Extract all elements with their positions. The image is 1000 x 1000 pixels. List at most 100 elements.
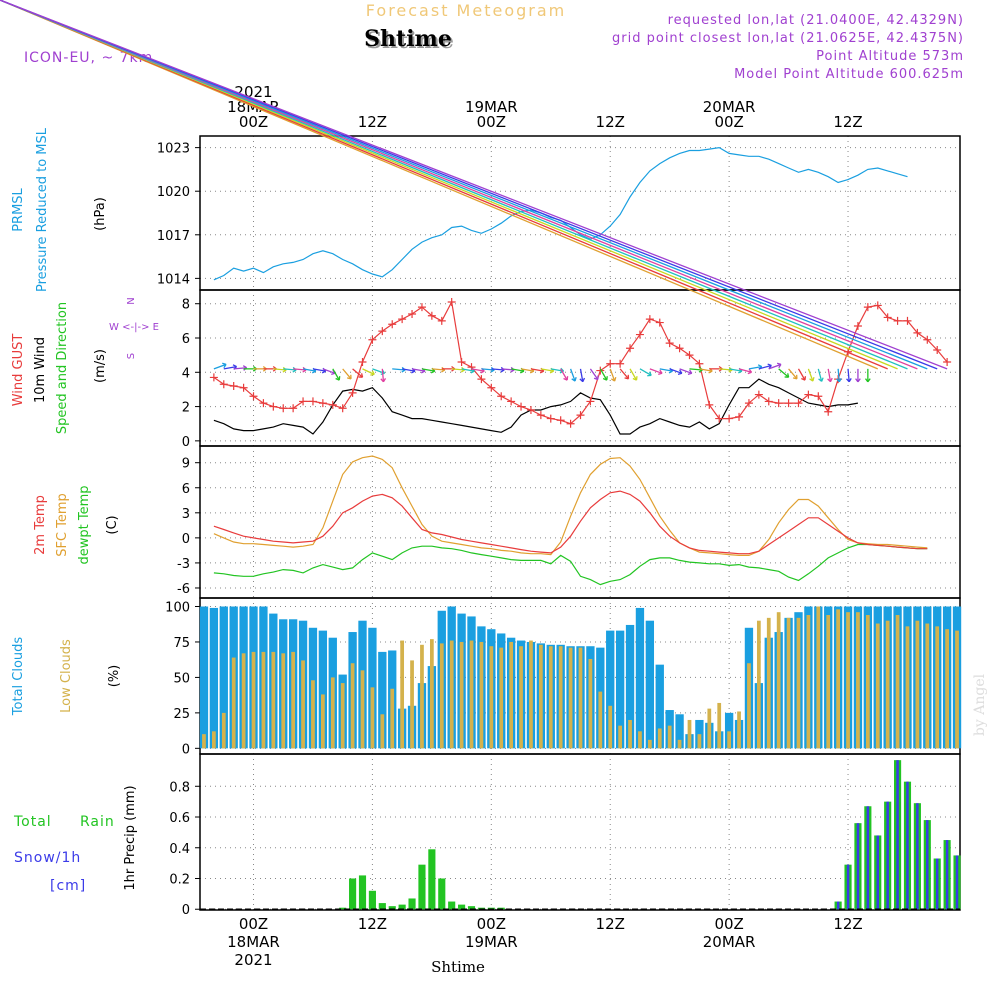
low-cloud-bar xyxy=(390,688,395,749)
precip-unit: 1hr Precip (mm) xyxy=(123,785,138,890)
wind-arrow xyxy=(729,368,743,372)
temp-label-dewpt: dewpt Temp xyxy=(77,485,92,564)
low-cloud-bar xyxy=(548,646,553,749)
low-cloud-bar xyxy=(667,725,672,749)
y-tick-label: 3 xyxy=(182,507,190,522)
total-cloud-bar xyxy=(675,714,684,749)
pressure-panel: 1014 1017 1020 1023 xyxy=(157,135,961,291)
gust-marker xyxy=(378,327,387,336)
bottom-time-label: 2021 xyxy=(234,951,272,969)
model-altitude: Model Point Altitude 600.625m xyxy=(734,67,964,82)
bottom-time-label: 12Z xyxy=(596,915,625,933)
wind-arrow xyxy=(491,368,505,371)
wind-arrow-head xyxy=(624,374,630,380)
cloud-unit: (%) xyxy=(107,665,122,688)
wind-arrow-head xyxy=(747,368,753,375)
gust-marker xyxy=(933,346,942,354)
total-cloud-bar xyxy=(645,620,655,749)
y-tick-label: 0 xyxy=(182,742,190,757)
gust-marker xyxy=(219,380,228,389)
low-cloud-bar xyxy=(618,725,623,749)
gust-marker xyxy=(616,359,625,368)
precip-labels: Total Rain Snow/1h [cm] 1hr Precip (mm) xyxy=(13,785,138,894)
gust-marker xyxy=(229,382,238,390)
low-cloud-bar xyxy=(747,663,751,749)
gust-marker xyxy=(477,375,486,384)
wind-arrow-head xyxy=(347,374,352,380)
gust-marker xyxy=(467,363,476,372)
gust-marker xyxy=(725,414,734,423)
low-cloud-bar xyxy=(756,620,761,749)
gust-marker xyxy=(804,390,813,399)
low-cloud-bar xyxy=(578,647,583,749)
gust-marker xyxy=(487,383,496,392)
total-cloud-bar xyxy=(615,630,625,749)
low-cloud-bar xyxy=(340,683,345,749)
rain-bar xyxy=(408,898,416,910)
wind-arrow xyxy=(481,368,495,371)
low-cloud-bar xyxy=(786,617,791,749)
gust-marker xyxy=(388,320,397,329)
gust-marker xyxy=(408,310,417,318)
low-cloud-bar xyxy=(538,644,543,749)
gust-marker xyxy=(358,358,367,366)
wind-speed-line xyxy=(213,378,859,435)
pressure-label-2: Pressure Reduced to MSL xyxy=(35,127,50,292)
panel-frame xyxy=(199,135,961,291)
low-cloud-bar xyxy=(261,651,266,749)
gust-marker xyxy=(417,303,426,312)
wind-arrow xyxy=(689,368,703,371)
low-cloud-bar xyxy=(509,641,514,749)
precip-label-rain: Rain xyxy=(80,814,115,830)
wind-arrow xyxy=(402,368,416,372)
gust-marker xyxy=(705,400,714,409)
y-tick-label: 0 xyxy=(182,903,190,918)
y-tick-label: 75 xyxy=(173,636,190,651)
gust-marker xyxy=(853,322,862,330)
low-cloud-bar xyxy=(955,630,959,749)
low-cloud-bar xyxy=(836,609,840,749)
point-altitude: Point Altitude 573m xyxy=(816,49,964,64)
low-cloud-bar xyxy=(628,719,632,749)
wind-arrow xyxy=(411,368,425,372)
snow-bar xyxy=(886,801,889,910)
low-cloud-bar xyxy=(459,641,464,749)
bottom-time-label: 18MAR xyxy=(227,933,280,951)
total-cloud-bar xyxy=(199,606,209,749)
gust-marker xyxy=(794,399,803,408)
rain-bar xyxy=(358,875,367,910)
wind-labels: Wind GUST 10m Wind Speed and Direction (… xyxy=(11,297,159,434)
top-time-label: 00Z xyxy=(477,113,506,131)
y-tick-label: 1014 xyxy=(157,272,190,287)
wind-arrow xyxy=(312,368,326,372)
gust-marker xyxy=(249,392,258,401)
y-tick-label: 50 xyxy=(173,671,190,686)
location-name-shadow: Shtime xyxy=(366,28,454,54)
snow-bar xyxy=(945,840,949,910)
snow-bar xyxy=(846,864,850,910)
total-cloud-bar xyxy=(318,630,328,749)
wind-arrow-head xyxy=(658,369,663,376)
precip-label-cm: [cm] xyxy=(50,878,86,894)
top-time-axis: 202118MAR00Z12Z19MAR00Z12Z20MAR00Z12Z xyxy=(227,83,863,131)
low-cloud-bar xyxy=(638,731,642,749)
wind-arrow xyxy=(0,0,948,370)
total-cloud-bar xyxy=(655,664,664,749)
gust-marker xyxy=(328,400,337,409)
gust-marker xyxy=(626,344,635,353)
wind-arrow-head xyxy=(855,378,861,383)
low-cloud-bar xyxy=(241,653,246,749)
pressure-unit: (hPa) xyxy=(93,197,108,231)
gust-marker xyxy=(427,311,436,320)
rain-bar xyxy=(339,907,347,910)
low-cloud-bar xyxy=(320,694,325,749)
gust-marker xyxy=(348,388,357,397)
y-tick-label: 1017 xyxy=(157,229,190,244)
wind-arrow xyxy=(758,364,772,370)
wind-arrow-head xyxy=(864,378,871,383)
low-cloud-bar xyxy=(945,629,949,749)
low-cloud-bar xyxy=(499,647,504,749)
wind-arrow xyxy=(213,363,227,370)
low-cloud-bar xyxy=(776,612,781,749)
temp-label-sfc: SFC Temp xyxy=(55,493,70,557)
